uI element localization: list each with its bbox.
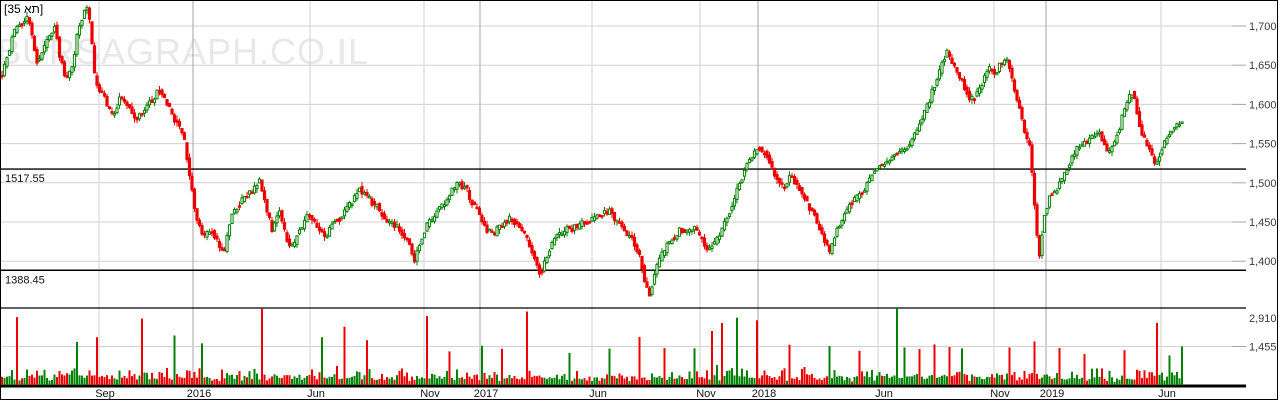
svg-text:2017: 2017 <box>474 388 498 400</box>
svg-text:Jun: Jun <box>1158 388 1176 400</box>
svg-text:2019: 2019 <box>1040 388 1064 400</box>
svg-text:1,600: 1,600 <box>1249 99 1277 111</box>
svg-text:1,455: 1,455 <box>1249 342 1277 354</box>
svg-text:1388.45: 1388.45 <box>5 274 45 286</box>
svg-text:1,700: 1,700 <box>1249 21 1277 33</box>
svg-text:Jun: Jun <box>875 388 893 400</box>
svg-text:1,450: 1,450 <box>1249 217 1277 229</box>
svg-text:1,400: 1,400 <box>1249 256 1277 268</box>
svg-text:1,650: 1,650 <box>1249 60 1277 72</box>
svg-text:1,500: 1,500 <box>1249 178 1277 190</box>
svg-text:2,910: 2,910 <box>1249 313 1277 325</box>
svg-text:Sep: Sep <box>95 388 115 400</box>
svg-text:Jun: Jun <box>307 388 325 400</box>
svg-text:Jun: Jun <box>589 388 607 400</box>
instrument-label: [35 תא] <box>4 2 44 16</box>
svg-text:1,550: 1,550 <box>1249 139 1277 151</box>
svg-text:Nov: Nov <box>696 388 716 400</box>
svg-text:2018: 2018 <box>752 388 776 400</box>
svg-text:1517.55: 1517.55 <box>5 173 45 185</box>
svg-text:Nov: Nov <box>420 388 440 400</box>
svg-text:2016: 2016 <box>187 388 211 400</box>
svg-text:Nov: Nov <box>990 388 1010 400</box>
